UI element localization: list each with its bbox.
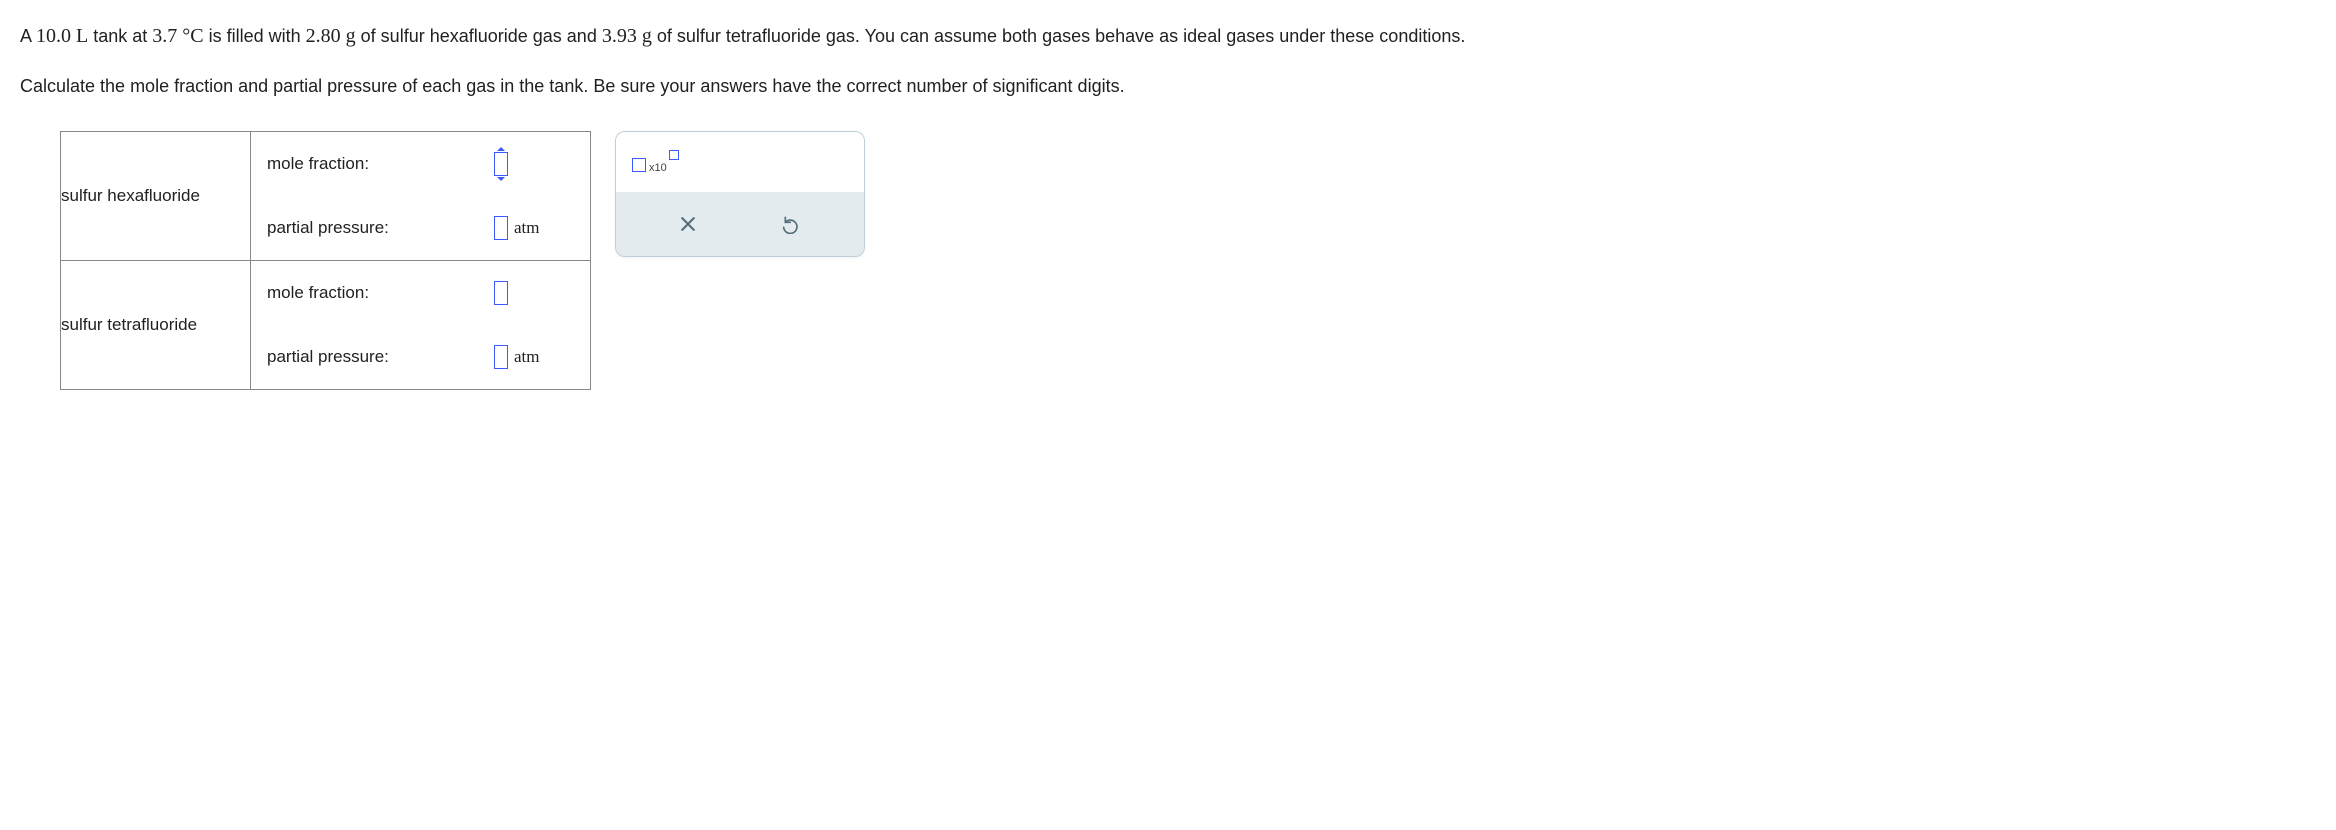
- text-mid1: tank at: [88, 26, 152, 46]
- undo-icon: [782, 214, 802, 234]
- instruction-text: Calculate the mole fraction and partial …: [20, 72, 2316, 101]
- volume-value: 10.0 L: [36, 25, 88, 47]
- mole-fraction-label: mole fraction:: [267, 283, 494, 303]
- gas-label-tetrafluoride: sulfur tetrafluoride: [61, 260, 251, 389]
- hexafluoride-mole-fraction-input[interactable]: [494, 152, 508, 176]
- unit-label: atm: [514, 218, 544, 238]
- mass1-value: 2.80 g: [306, 25, 356, 47]
- scientific-notation-button[interactable]: x10: [632, 150, 679, 174]
- reset-button[interactable]: [774, 206, 810, 242]
- sci-x10-label: x10: [649, 162, 667, 174]
- tetrafluoride-partial-pressure-input[interactable]: [494, 345, 508, 369]
- text-suffix: of sulfur tetrafluoride gas. You can ass…: [652, 26, 1466, 46]
- temp-value: 3.7 °C: [152, 25, 203, 47]
- unit-label: atm: [514, 347, 544, 367]
- partial-pressure-label: partial pressure:: [267, 347, 494, 367]
- mass2-value: 3.93 g: [602, 25, 652, 47]
- sci-base-box: [632, 158, 646, 172]
- tool-panel-top: x10: [616, 132, 864, 192]
- tool-panel: x10: [615, 131, 865, 257]
- text-prefix: A: [20, 26, 36, 46]
- sci-exp-box: [669, 150, 679, 160]
- partial-pressure-label: partial pressure:: [267, 218, 494, 238]
- hexafluoride-partial-pressure-input[interactable]: [494, 216, 508, 240]
- text-mid3: of sulfur hexafluoride gas and: [356, 26, 602, 46]
- gas-label-hexafluoride: sulfur hexafluoride: [61, 131, 251, 260]
- question-text: A 10.0 L tank at 3.7 °C is filled with 2…: [20, 20, 2316, 52]
- close-icon: [678, 214, 698, 234]
- mole-fraction-label: mole fraction:: [267, 154, 494, 174]
- tool-panel-bottom: [616, 192, 864, 256]
- answer-table: sulfur hexafluoride mole fraction: parti…: [60, 131, 591, 390]
- clear-button[interactable]: [670, 206, 706, 242]
- tetrafluoride-mole-fraction-input[interactable]: [494, 281, 508, 305]
- text-mid2: is filled with: [204, 26, 306, 46]
